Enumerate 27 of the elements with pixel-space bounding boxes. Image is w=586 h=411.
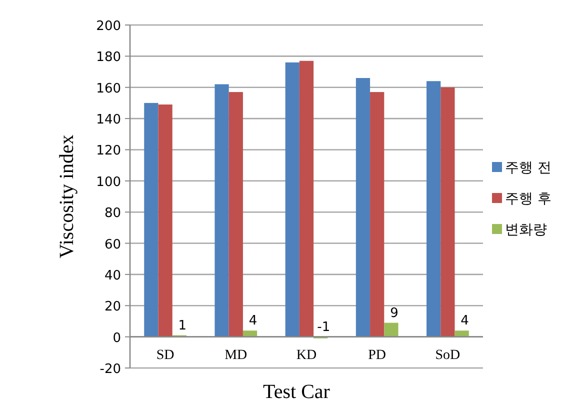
y-tick-label: 120 [96,144,121,159]
legend-label: 주행 전 [505,160,552,176]
data-label: 1 [178,318,187,334]
x-tick-label: SoD [435,348,460,363]
y-tick-label: 80 [104,206,121,222]
y-tick-label: -20 [100,362,121,377]
data-label: 4 [460,314,469,329]
x-tick-label: MD [224,348,248,363]
x-tick-label: SD [156,348,174,363]
y-tick-label: 20 [104,300,121,315]
y-tick-label: 200 [96,19,121,34]
y-tick-label: 160 [96,81,121,96]
y-tick-label: 40 [104,268,121,284]
y-tick-label: 60 [104,237,121,252]
x-tick-label: KD [296,348,317,363]
y-tick-label: 180 [96,50,121,66]
data-label: -1 [317,320,330,335]
data-label: 9 [390,306,398,321]
y-tick-label: 140 [96,112,121,128]
legend-label: 주행 후 [505,191,552,207]
y-axis-title: Viscosity index [56,134,78,258]
y-tick-label: 0 [112,330,121,346]
x-tick-label: PD [368,348,386,363]
x-axis-title: Test Car [263,381,330,403]
legend-label: 변화량 [505,222,547,238]
data-label: 4 [248,314,258,329]
y-tick-label: 100 [96,174,121,190]
